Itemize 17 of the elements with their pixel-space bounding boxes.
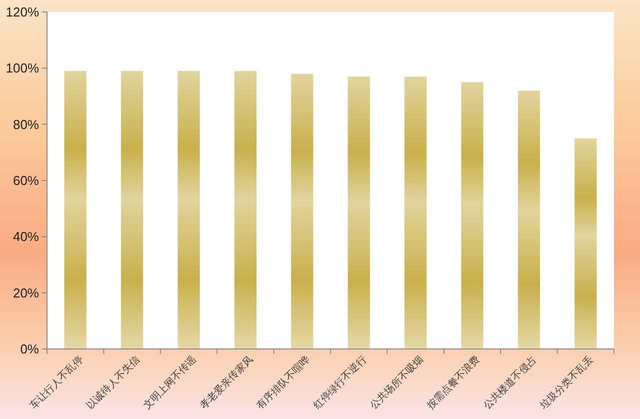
x-tick-label: 按需点餐不浪费 xyxy=(424,354,482,412)
x-tick-label: 以诚待人不失信 xyxy=(84,354,142,412)
y-tick-label: 20% xyxy=(12,285,40,300)
x-tick-label: 文明上网不传谣 xyxy=(140,354,199,412)
x-tick-label: 孝老爱亲传家风 xyxy=(198,354,256,412)
x-tick-label: 红停绿行不逆行 xyxy=(310,354,369,412)
x-tick-label: 公共楼道不侵占 xyxy=(481,354,540,412)
y-tick-label: 100% xyxy=(6,60,40,76)
x-tick-label: 车让行人不乱停 xyxy=(27,354,86,412)
y-tick-label: 80% xyxy=(12,116,40,132)
y-tick-label: 60% xyxy=(12,173,40,188)
y-tick-label: 0% xyxy=(20,342,40,356)
x-tick-label: 垃圾分类不乱丢 xyxy=(537,354,596,412)
y-tick-label: 120% xyxy=(6,4,40,20)
x-tick-label: 有序排队不喧哗 xyxy=(254,354,312,412)
x-tick-label: 公共场所不吸烟 xyxy=(368,354,426,412)
y-tick-label: 40% xyxy=(12,229,40,244)
